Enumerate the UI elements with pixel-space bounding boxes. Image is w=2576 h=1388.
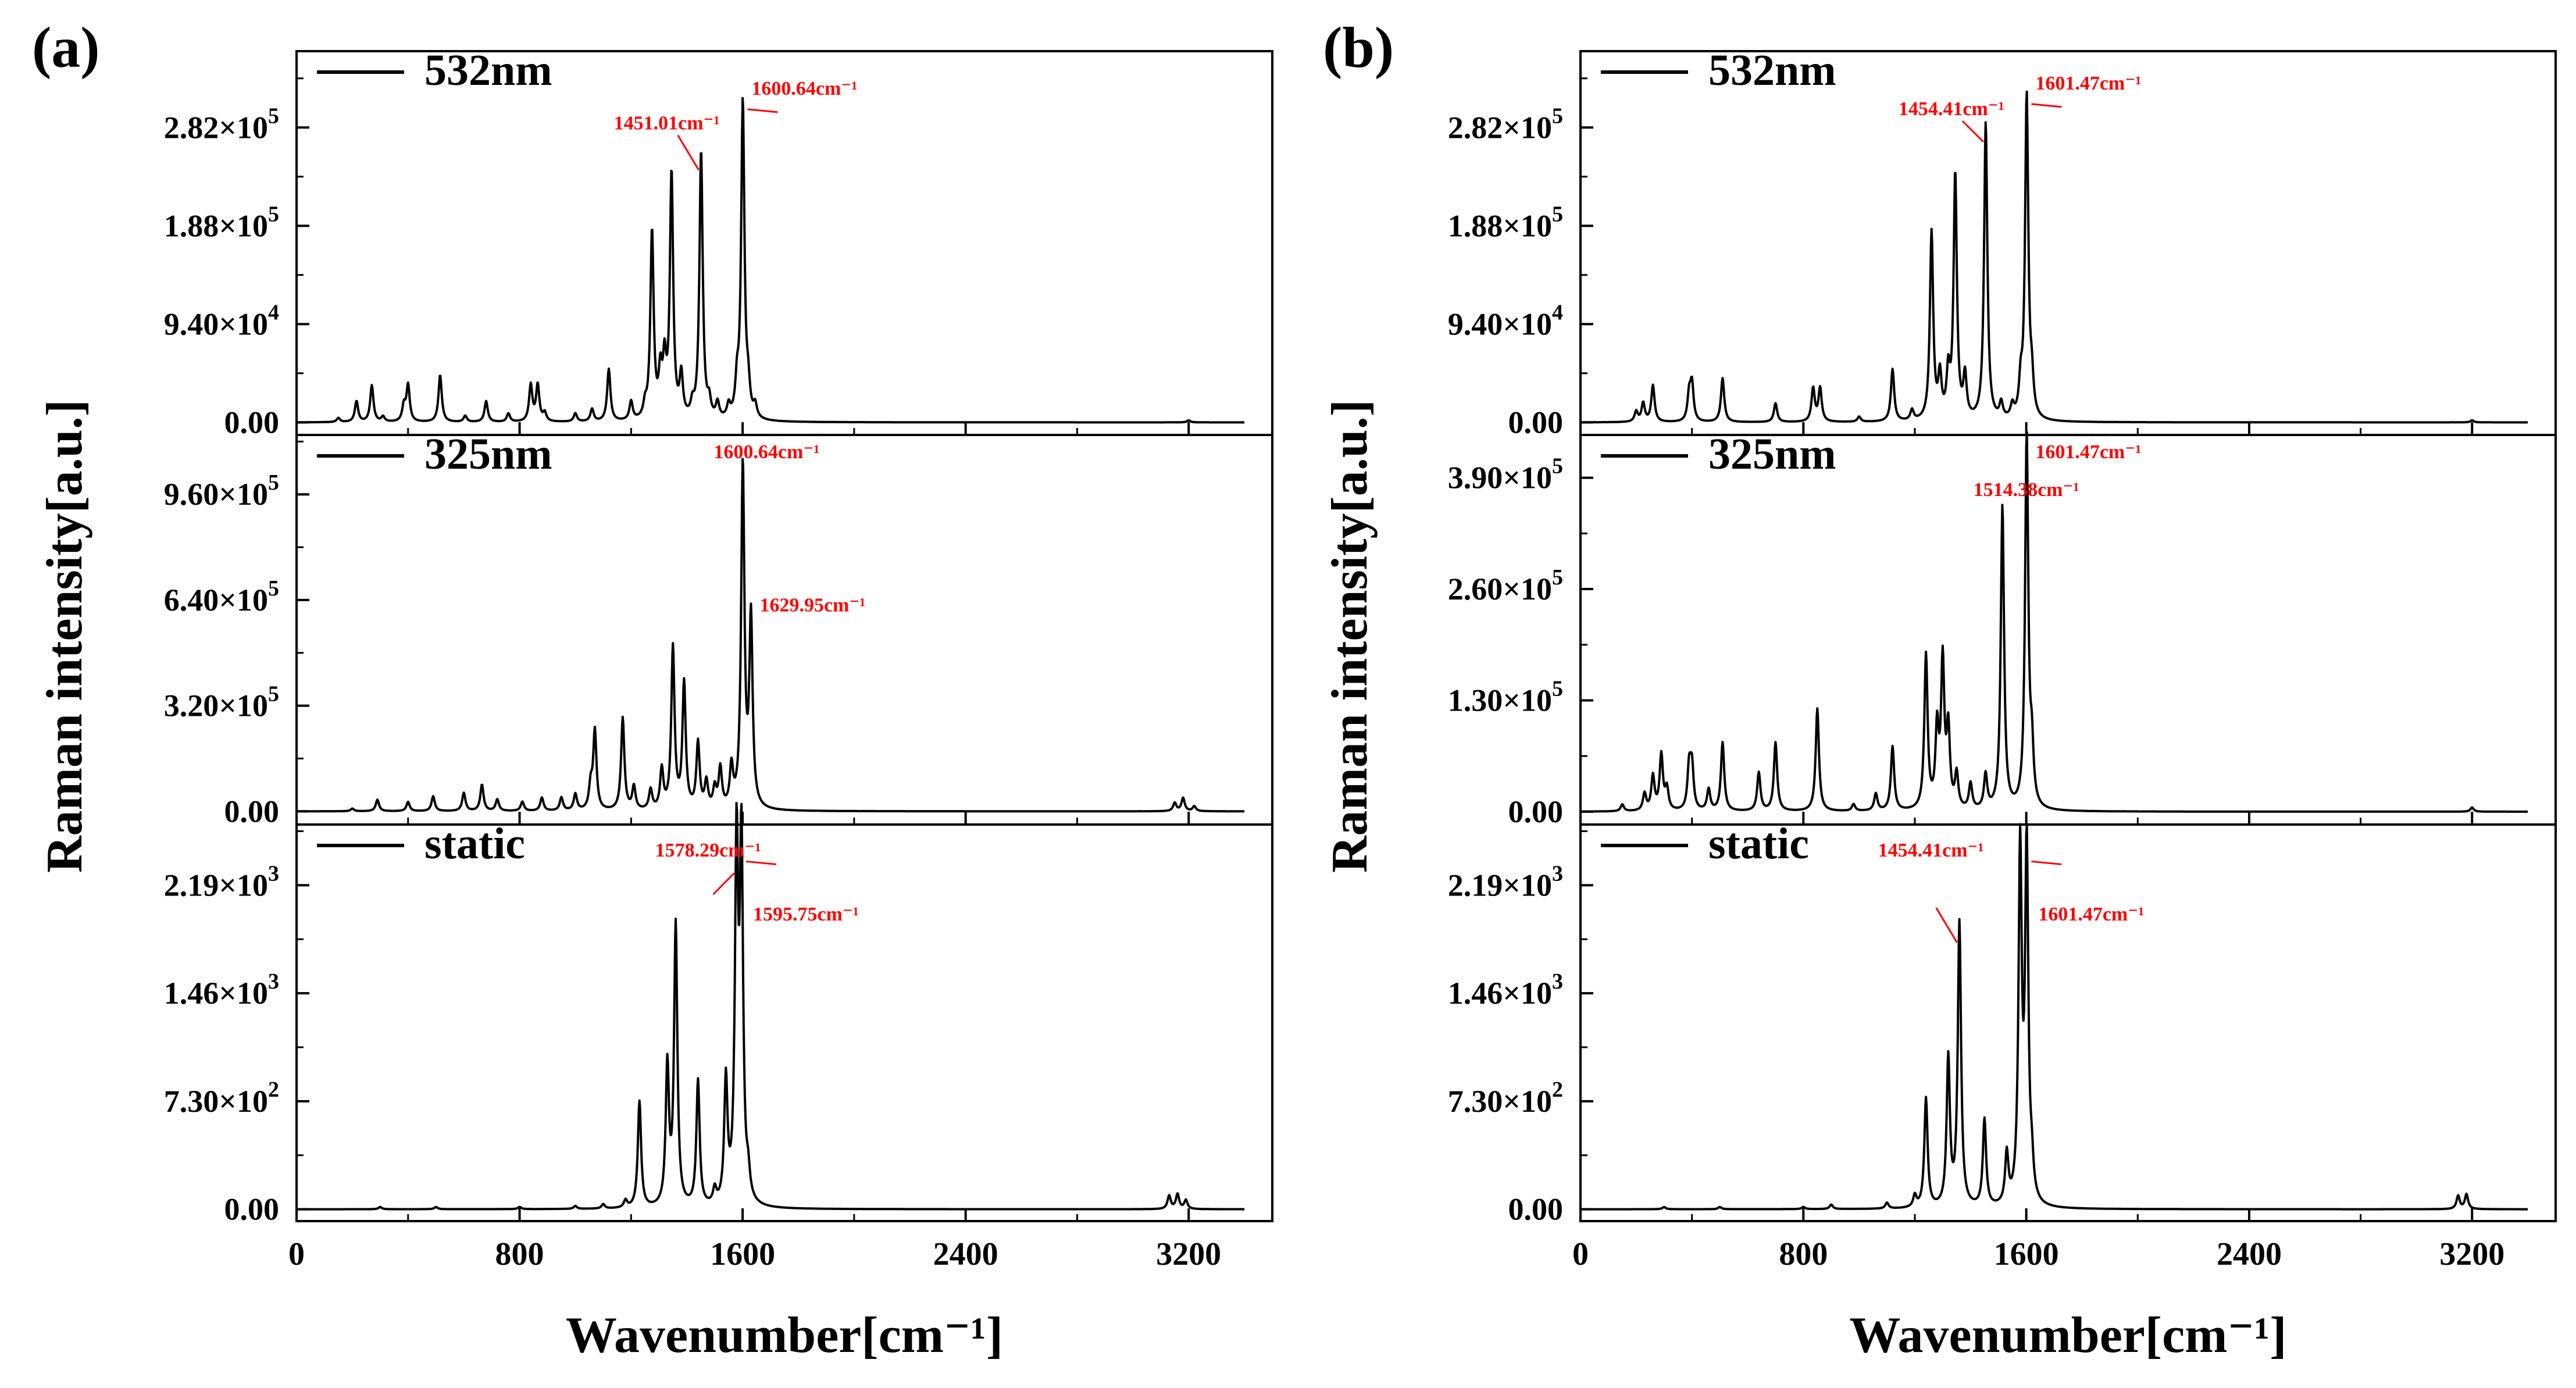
y-tick-label: 0.00 — [1508, 794, 1564, 829]
peak-annotation: 1601.47cm⁻¹ — [2035, 441, 2141, 463]
subplot-325nm: 0.00 1.30×105 2.60×105 3.90×105 325nm 1514.38… — [1448, 430, 2557, 829]
y-tick-label: 1.30×105 — [1448, 676, 1563, 718]
x-axis-title: Wavenumber[cm⁻¹] — [566, 1307, 1003, 1364]
peak-annotation: 1600.64cm⁻¹ — [751, 78, 857, 99]
peak-annotation: 1451.01cm⁻¹ — [614, 112, 720, 134]
y-tick-label: 0.00 — [224, 405, 280, 440]
y-tick-label: 9.40×104 — [164, 300, 279, 341]
subplot-static: 0.00 7.30×102 1.46×103 2.19×103 static 1578.2… — [164, 802, 1273, 1227]
legend-label: 532nm — [424, 46, 552, 95]
y-tick-label: 3.20×105 — [164, 682, 279, 723]
legend-label: 325nm — [424, 430, 552, 479]
x-tick-label: 3200 — [2439, 1236, 2504, 1272]
peak-annotation: 1454.41cm⁻¹ — [1899, 98, 2004, 120]
annotation-arrow — [712, 872, 735, 895]
panel-label: (a) — [32, 15, 100, 80]
y-tick-label: 0.00 — [1508, 405, 1564, 440]
y-tick-label: 0.00 — [1508, 1192, 1564, 1227]
panel-label: (b) — [1323, 15, 1394, 80]
x-tick-label: 1600 — [710, 1236, 775, 1272]
series-line-static — [296, 802, 1246, 1211]
x-tick-label: 0 — [1572, 1236, 1589, 1272]
peak-annotation: 1595.75cm⁻¹ — [753, 904, 859, 925]
legend-label: static — [1708, 819, 1809, 868]
series-line-325nm — [1580, 431, 2529, 813]
y-tick-label: 2.19×103 — [1448, 861, 1563, 902]
y-tick-label: 7.30×102 — [1448, 1077, 1563, 1119]
peak-annotation: 1454.41cm⁻¹ — [1878, 840, 1984, 861]
panel-a: (a) 0.00 9.40×104 1.88×105 2.82×105 532nm 1451… — [32, 15, 1273, 1364]
series-line-static — [1580, 823, 2529, 1211]
subplot-532nm: 0.00 9.40×104 1.88×105 2.82×105 532nm 1451.01… — [164, 46, 1273, 440]
x-tick-label: 800 — [1779, 1236, 1828, 1272]
annotation-arrow — [2031, 860, 2062, 865]
y-tick-label: 0.00 — [224, 1192, 280, 1227]
annotation-arrow — [1961, 120, 1984, 142]
peak-annotation: 1578.29cm⁻¹ — [655, 840, 761, 861]
y-axis-title: Raman intensity[a.u.] — [1322, 399, 1378, 873]
x-tick-label: 3200 — [1156, 1236, 1221, 1272]
peak-annotation: 1629.95cm⁻¹ — [759, 595, 865, 616]
y-tick-label: 6.40×105 — [164, 576, 279, 618]
subplot-532nm: 0.00 9.40×104 1.88×105 2.82×105 532nm 1454.41… — [1448, 46, 2557, 440]
y-axis-title: Raman intensity[a.u.] — [37, 399, 93, 873]
annotation-arrow — [1935, 907, 1958, 943]
series-line-532nm — [1580, 90, 2529, 424]
y-tick-label: 1.88×105 — [164, 202, 279, 243]
peak-annotation: 1601.47cm⁻¹ — [2035, 73, 2141, 94]
x-tick-label: 800 — [495, 1236, 544, 1272]
series-line-532nm — [296, 97, 1246, 424]
y-tick-label: 7.30×102 — [164, 1077, 279, 1119]
axes-frame — [295, 823, 1273, 1222]
y-tick-label: 1.88×105 — [1448, 202, 1563, 243]
axes-frame — [1579, 823, 2557, 1222]
panels: (a) 0.00 9.40×104 1.88×105 2.82×105 532nm 1451… — [32, 15, 2557, 1364]
y-tick-label: 0.00 — [224, 794, 280, 829]
x-tick-label: 1600 — [1994, 1236, 2059, 1272]
peak-annotation: 1514.38cm⁻¹ — [1974, 479, 2079, 501]
y-tick-label: 2.82×105 — [164, 104, 279, 145]
legend-label: static — [424, 819, 525, 868]
annotation-arrow — [2031, 103, 2062, 108]
y-tick-label: 2.19×103 — [164, 861, 279, 902]
legend-label: 532nm — [1708, 46, 1836, 95]
y-tick-label: 3.90×105 — [1448, 454, 1563, 495]
legend-label: 325nm — [1708, 430, 1836, 479]
annotation-arrow — [745, 860, 777, 865]
x-tick-label: 2400 — [2217, 1236, 2282, 1272]
x-tick-label: 0 — [288, 1236, 305, 1272]
y-tick-label: 9.40×104 — [1448, 300, 1563, 341]
y-tick-label: 2.60×105 — [1448, 565, 1563, 606]
panel-b: (b) 0.00 9.40×104 1.88×105 2.82×105 532nm 1454… — [1322, 15, 2557, 1364]
annotation-arrow — [747, 108, 778, 113]
x-axis-title: Wavenumber[cm⁻¹] — [1849, 1307, 2286, 1364]
subplot-325nm: 0.00 3.20×105 6.40×105 9.60×105 325nm 1600.64… — [164, 430, 1273, 829]
y-tick-label: 1.46×103 — [164, 969, 279, 1011]
series-line-325nm — [296, 458, 1246, 813]
y-tick-label: 1.46×103 — [1448, 969, 1563, 1011]
subplot-static: 0.00 7.30×102 1.46×103 2.19×103 static 1454.4… — [1448, 819, 2557, 1227]
peak-annotation: 1601.47cm⁻¹ — [2038, 904, 2144, 925]
y-tick-label: 2.82×105 — [1448, 104, 1563, 145]
x-tick-label: 2400 — [933, 1236, 998, 1272]
y-tick-label: 9.60×105 — [164, 470, 279, 512]
annotation-arrow — [677, 134, 700, 171]
peak-annotation: 1600.64cm⁻¹ — [713, 441, 819, 463]
